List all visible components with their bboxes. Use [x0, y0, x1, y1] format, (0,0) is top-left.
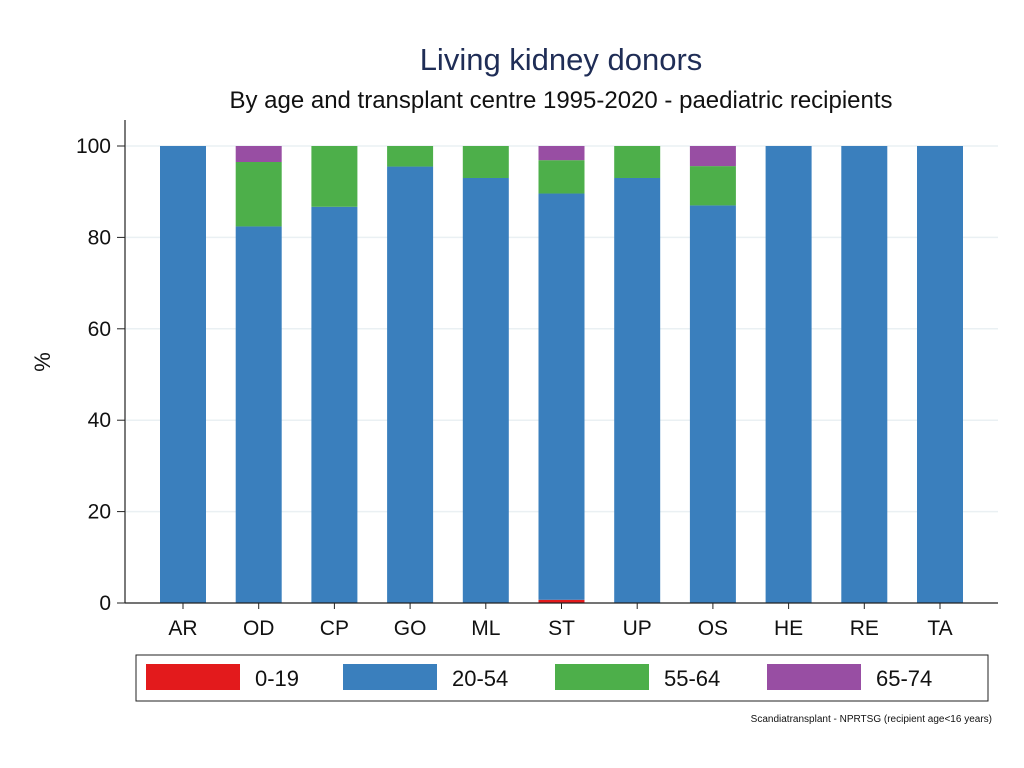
- axes: 0 20 40 60 80 100 AR OD CP GO ML ST UP OS HE RE TA: [76, 120, 998, 640]
- bar-he-20-54: [765, 146, 812, 603]
- x-tick-label: OD: [243, 617, 275, 640]
- legend: 0-19 20-54 55-64 65-74: [135, 654, 989, 702]
- y-tick-label: 20: [88, 501, 111, 524]
- x-tick-label: TA: [927, 617, 952, 640]
- legend-swatch-65-74: [767, 664, 861, 690]
- bar-os-20-54: [689, 205, 736, 603]
- bar-st-65-74: [538, 146, 585, 161]
- legend-swatch-0-19: [146, 664, 240, 690]
- x-tick-label: CP: [320, 617, 349, 640]
- x-tick-label: AR: [168, 617, 197, 640]
- chart-title: Living kidney donors: [420, 42, 703, 77]
- x-tick-label: OS: [698, 617, 728, 640]
- bar-od-65-74: [235, 146, 282, 162]
- bar-st-55-64: [538, 160, 585, 194]
- bar-go-55-64: [387, 146, 434, 167]
- y-tick-label: 80: [88, 226, 111, 249]
- bar-ta-20-54: [917, 146, 963, 603]
- bar-od-55-64: [235, 161, 282, 227]
- x-tick-label: RE: [850, 617, 879, 640]
- x-tick-label: HE: [774, 617, 803, 640]
- bar-ml-55-64: [462, 146, 509, 178]
- bar-od-20-54: [235, 226, 282, 603]
- chart-subtitle: By age and transplant centre 1995-2020 -…: [229, 87, 892, 114]
- x-tick-label: GO: [394, 617, 427, 640]
- y-tick-label: 60: [88, 318, 111, 341]
- y-axis-title: %: [30, 352, 55, 372]
- bar-os-55-64: [689, 166, 736, 206]
- bar-st-20-54: [538, 193, 585, 600]
- legend-label-55-64: 55-64: [664, 666, 720, 691]
- legend-label-0-19: 0-19: [255, 666, 299, 691]
- bar-up-20-54: [614, 177, 661, 604]
- y-tick-label: 40: [88, 409, 111, 432]
- bar-re-20-54: [841, 146, 888, 603]
- bar-ar-20-54: [160, 146, 206, 603]
- y-tick-label: 0: [99, 592, 111, 615]
- x-tick-label: UP: [623, 617, 652, 640]
- legend-swatch-55-64: [555, 664, 649, 690]
- legend-label-20-54: 20-54: [452, 666, 508, 691]
- source-note: Scandiatransplant - NPRTSG (recipient ag…: [751, 714, 992, 725]
- bar-go-20-54: [387, 166, 434, 603]
- x-tick-label: ST: [548, 617, 575, 640]
- x-tick-label: ML: [471, 617, 500, 640]
- bar-up-55-64: [614, 146, 661, 178]
- bar-ml-20-54: [462, 177, 509, 604]
- bar-cp-55-64: [311, 146, 358, 207]
- bar-st-0-19: [538, 599, 585, 603]
- bar-cp-20-54: [311, 206, 358, 603]
- bar-os-65-74: [689, 146, 736, 167]
- legend-swatch-20-54: [343, 664, 437, 690]
- y-tick-label: 100: [76, 135, 111, 158]
- legend-label-65-74: 65-74: [876, 666, 932, 691]
- bars: [160, 146, 963, 604]
